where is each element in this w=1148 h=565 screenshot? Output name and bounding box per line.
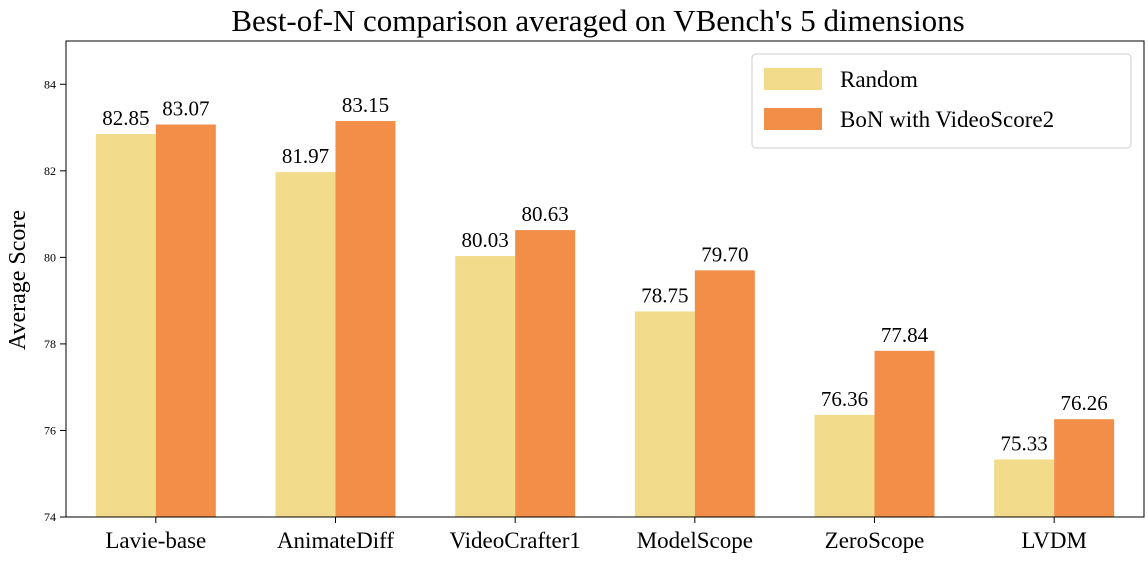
value-label: 82.85 bbox=[102, 106, 149, 130]
value-label: 79.70 bbox=[701, 242, 748, 266]
value-label: 78.75 bbox=[641, 283, 688, 307]
value-label: 80.63 bbox=[522, 202, 569, 226]
bar-random-1 bbox=[275, 172, 336, 517]
value-labels-layer: 82.85 83.07 81.97 83.15 80.03 80.63 78.75 79.70… bbox=[102, 93, 1108, 455]
bar-random-3 bbox=[634, 311, 695, 517]
bar-bon-2 bbox=[515, 230, 576, 518]
y-tick-label: 84 bbox=[44, 77, 56, 91]
legend: Random BoN with VideoScore2 bbox=[751, 53, 1132, 149]
value-label: 80.03 bbox=[462, 228, 509, 252]
bars-layer bbox=[95, 121, 1115, 518]
legend-label-random: Random bbox=[840, 67, 918, 92]
plot-frame bbox=[65, 40, 1145, 518]
x-tick-label: Lavie-base bbox=[105, 528, 206, 553]
y-tick-label: 80 bbox=[44, 250, 56, 264]
legend-box bbox=[751, 53, 1132, 149]
bar-bon-3 bbox=[694, 270, 755, 517]
x-tick-label: LVDM bbox=[1021, 528, 1087, 553]
legend-swatch-random bbox=[764, 68, 822, 90]
bar-random-0 bbox=[95, 134, 156, 517]
bar-bon-1 bbox=[335, 121, 396, 518]
x-tick-label: AnimateDiff bbox=[277, 528, 394, 553]
bar-bon-5 bbox=[1054, 419, 1115, 517]
bar-random-5 bbox=[994, 459, 1055, 517]
x-tick-label: ModelScope bbox=[637, 528, 753, 553]
value-label: 83.15 bbox=[342, 93, 389, 117]
axes-layer: 74 76 78 80 82 84 Lavie-base AnimateDiff VideoCr… bbox=[44, 40, 1145, 553]
bar-random-4 bbox=[814, 414, 875, 517]
bar-bon-4 bbox=[874, 350, 935, 517]
y-tick-label: 82 bbox=[44, 164, 56, 178]
value-label: 75.33 bbox=[1001, 431, 1048, 455]
value-label: 83.07 bbox=[162, 97, 209, 121]
y-axis-title: Average Score bbox=[5, 210, 31, 350]
x-tick-label: ZeroScope bbox=[825, 528, 925, 553]
bar-bon-0 bbox=[155, 124, 216, 518]
bar-random-2 bbox=[455, 256, 516, 517]
value-label: 76.26 bbox=[1061, 391, 1108, 415]
value-label: 81.97 bbox=[282, 144, 329, 168]
value-label: 77.84 bbox=[881, 323, 929, 347]
x-tick-label: VideoCrafter1 bbox=[449, 528, 580, 553]
chart-title: Best-of-N comparison averaged on VBench'… bbox=[231, 3, 964, 38]
y-tick-label: 76 bbox=[44, 423, 56, 437]
y-tick-label: 78 bbox=[44, 337, 56, 351]
legend-swatch-bon bbox=[764, 108, 822, 130]
y-tick-label: 74 bbox=[44, 510, 56, 524]
value-label: 76.36 bbox=[821, 387, 868, 411]
legend-label-bon: BoN with VideoScore2 bbox=[840, 107, 1054, 132]
